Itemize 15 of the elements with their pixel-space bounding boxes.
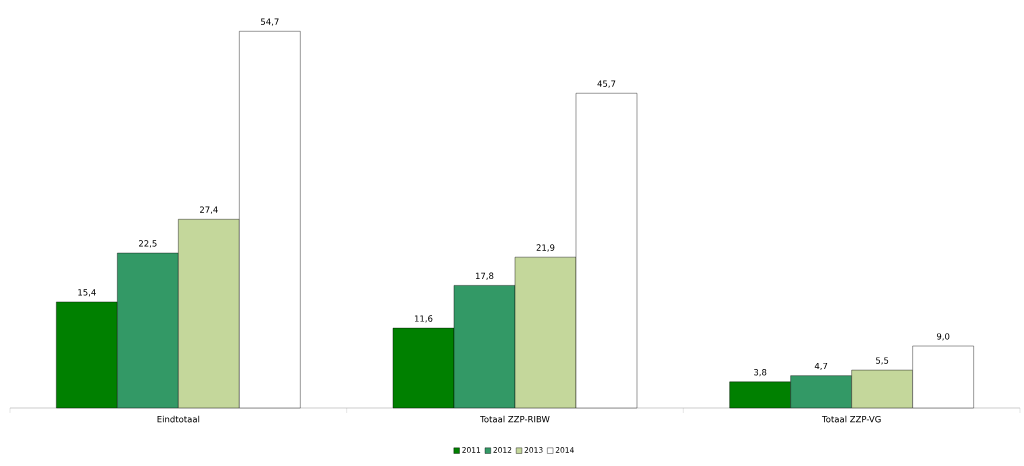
data-label: 27,4 <box>200 206 218 214</box>
x-tick-label: Totaal ZZP-RIBW <box>480 415 550 423</box>
data-label: 3,8 <box>754 369 767 377</box>
x-tick-label: Eindtotaal <box>157 415 200 423</box>
data-label: 9,0 <box>936 333 950 341</box>
data-label: 11,6 <box>414 315 433 323</box>
data-label: 21,9 <box>536 244 555 252</box>
data-label: 15,4 <box>78 289 96 297</box>
x-tick-label: Totaal ZZP-VG <box>821 415 881 423</box>
data-label: 45,7 <box>597 80 616 88</box>
data-label: 22,5 <box>139 240 157 248</box>
data-label: 4,7 <box>814 362 828 371</box>
data-label: 17,8 <box>475 272 494 280</box>
data-label: 54,7 <box>261 18 279 26</box>
data-label: 5,5 <box>876 357 889 365</box>
